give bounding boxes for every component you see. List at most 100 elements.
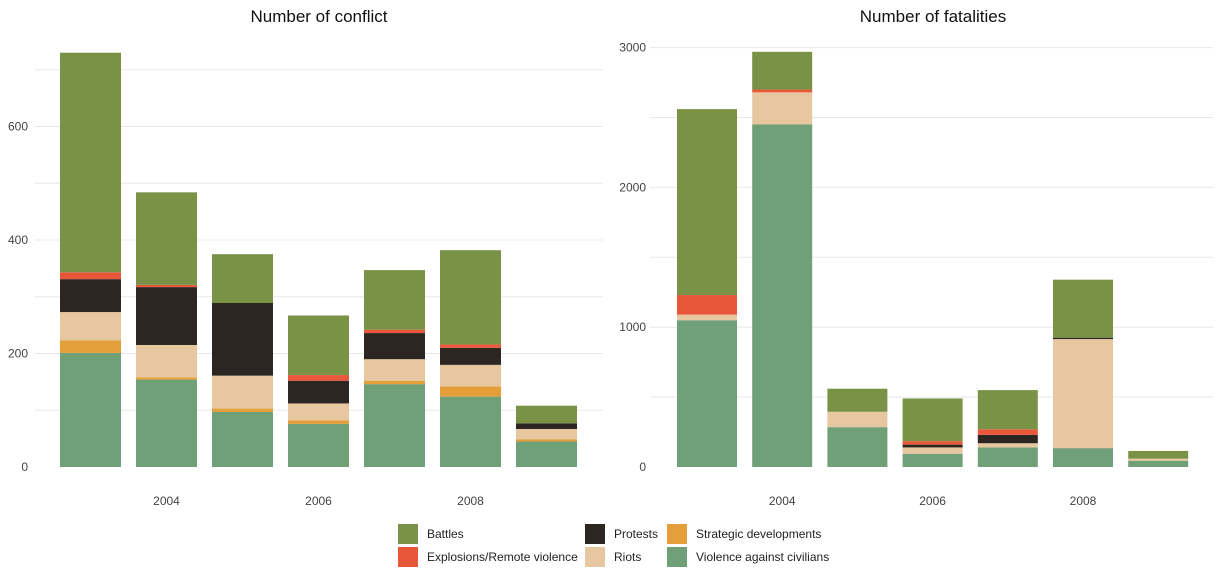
bar-segment-battles [364, 270, 425, 330]
bar-segment-riots [364, 359, 425, 381]
bar-segment-riots [752, 92, 813, 125]
bar-segment-riots [677, 314, 737, 321]
legend-swatch-strategic [667, 524, 687, 544]
y-tick-label: 3000 [619, 41, 646, 55]
bar-segment-battles [516, 405, 577, 424]
bar-segment-explosions-remote-violence [60, 272, 121, 280]
bar-segment-violence-against-civilians [677, 320, 737, 467]
bar-segment-explosions-remote-violence [752, 89, 813, 93]
bar-segment-battles [902, 398, 963, 442]
legend-label-riots: Riots [614, 550, 642, 564]
bar-segment-protests [1053, 337, 1113, 340]
bar-segment-battles [1053, 279, 1113, 338]
bar-segment-violence-against-civilians [977, 447, 1038, 467]
bar-segment-protests [516, 423, 577, 429]
bar-segment-explosions-remote-violence [136, 284, 197, 288]
legend-item-riots: Riots [585, 547, 641, 567]
bar-segment-violence-against-civilians [136, 379, 197, 467]
bar-segment-battles [977, 390, 1038, 430]
x-tick-label: 2004 [153, 494, 180, 508]
legend-swatch-violence-civilians [667, 547, 687, 567]
bar-segment-protests [288, 380, 349, 404]
chart-title: Number of conflict [251, 7, 388, 26]
bar-segment-riots [977, 443, 1038, 448]
bar-segment-explosions-remote-violence [677, 295, 737, 315]
bar-segment-violence-against-civilians [212, 411, 273, 467]
bar-segment-battles [1128, 450, 1189, 459]
legend-swatch-riots [585, 547, 605, 567]
legend-label-explosions: Explosions/Remote violence [427, 550, 578, 564]
charts-canvas: Number of conflict 0 200 400 600 2004 2006 2008… [8, 7, 1213, 508]
bar-segment-violence-against-civilians [1053, 448, 1113, 467]
bar-segment-explosions-remote-violence [440, 344, 501, 348]
bar-segment-riots [1128, 458, 1189, 461]
y-tick-label: 600 [8, 120, 28, 134]
bar-segment-riots [516, 428, 577, 440]
bar-segment-riots [440, 364, 501, 387]
bar-segment-riots [827, 411, 888, 428]
bar-segment-riots [136, 344, 197, 378]
bar-segment-battles [440, 250, 501, 345]
legend-label-violence-civilians: Violence against civilians [696, 550, 830, 564]
bar-segment-strategic-developments [212, 408, 273, 412]
bar-segment-violence-against-civilians [364, 384, 425, 467]
bar-segment-explosions-remote-violence [977, 429, 1038, 435]
bar-segment-battles [677, 109, 737, 296]
x-tick-label: 2006 [919, 494, 946, 508]
bar-segment-violence-against-civilians [1128, 460, 1189, 467]
legend-item-strategic: Strategic developments [667, 524, 821, 544]
bar-segment-violence-against-civilians [752, 124, 813, 468]
bar-segment-protests [364, 333, 425, 360]
bar-segment-protests [212, 302, 273, 376]
bar-segment-protests [977, 434, 1038, 444]
legend-item-protests: Protests [585, 524, 658, 544]
bar-segment-explosions-remote-violence [364, 329, 425, 334]
legend-item-battles: Battles [398, 524, 464, 544]
legend-item-explosions: Explosions/Remote violence [398, 547, 578, 567]
legend-swatch-protests [585, 524, 605, 544]
bar-segment-strategic-developments [364, 380, 425, 385]
legend-label-strategic: Strategic developments [696, 527, 822, 541]
x-tick-label: 2006 [305, 494, 332, 508]
x-tick-label: 2008 [1070, 494, 1097, 508]
bar-segment-violence-against-civilians [60, 352, 121, 467]
bar-segment-battles [752, 51, 813, 90]
y-tick-label: 400 [8, 233, 28, 247]
y-tick-label: 0 [639, 460, 646, 474]
bar-segment-protests [136, 287, 197, 345]
legend-swatch-battles [398, 524, 418, 544]
x-tick-label: 2004 [769, 494, 796, 508]
bar-segment-strategic-developments [60, 340, 121, 353]
bar-segment-riots [902, 447, 963, 454]
legend-item-violence-civilians: Violence against civilians [667, 547, 829, 567]
bar-segment-riots [288, 403, 349, 421]
y-tick-label: 200 [8, 347, 28, 361]
bar-segment-strategic-developments [288, 420, 349, 424]
y-tick-label: 0 [21, 460, 28, 474]
legend: Battles Explosions/Remote violence Prote… [398, 522, 858, 568]
bar-segment-protests [440, 347, 501, 365]
bar-segment-battles [136, 192, 197, 285]
bar-segment-protests [902, 444, 963, 448]
bar-segment-battles [212, 254, 273, 303]
bar-segment-battles [827, 388, 888, 412]
bar-segment-riots [212, 375, 273, 409]
chart-title: Number of fatalities [860, 7, 1006, 26]
bar-segment-battles [288, 315, 349, 376]
y-tick-label: 1000 [619, 320, 646, 334]
bar-segment-violence-against-civilians [902, 453, 963, 467]
y-tick-label: 2000 [619, 180, 646, 194]
bar-segment-strategic-developments [440, 386, 501, 397]
legend-label-protests: Protests [614, 527, 659, 541]
bar-segment-strategic-developments [516, 439, 577, 442]
bar-segment-battles [60, 52, 121, 273]
bar-segment-riots [60, 312, 121, 341]
legend-label-battles: Battles [427, 527, 464, 541]
bar-segment-strategic-developments [136, 377, 197, 380]
bar-segment-riots [1053, 339, 1113, 449]
legend-swatch-explosions [398, 547, 418, 567]
bar-segment-violence-against-civilians [516, 441, 577, 467]
bar-segment-explosions-remote-violence [288, 375, 349, 381]
bar-segment-violence-against-civilians [288, 423, 349, 467]
bar-segment-violence-against-civilians [440, 396, 501, 467]
